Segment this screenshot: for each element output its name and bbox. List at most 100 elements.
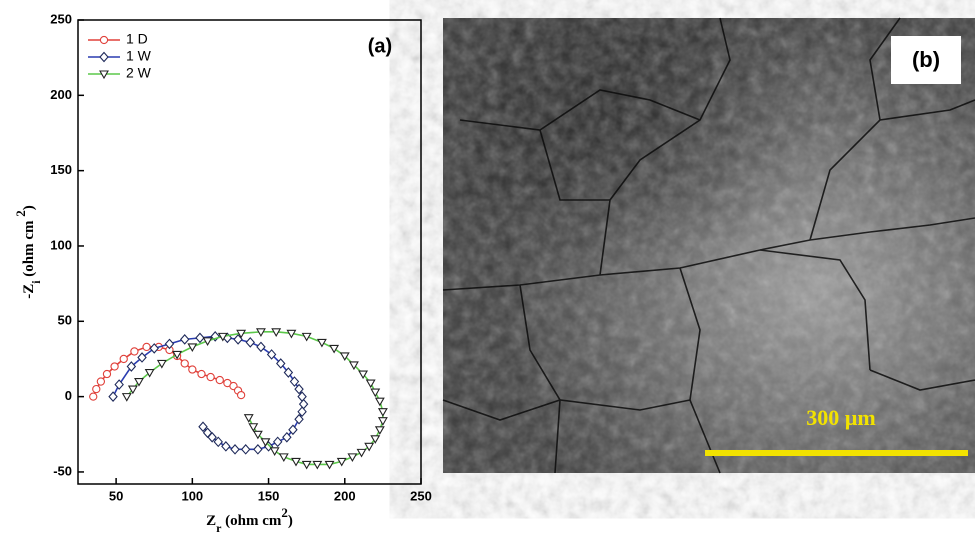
marker (114, 379, 124, 390)
marker (374, 397, 385, 407)
marker (230, 444, 240, 455)
axis-label-part: (ohm cm (221, 513, 281, 529)
marker (245, 337, 255, 348)
marker (348, 361, 359, 371)
marker (127, 385, 138, 395)
marker (89, 392, 98, 401)
y-tick-label: 100 (50, 237, 72, 252)
marker (256, 341, 266, 353)
marker (210, 331, 220, 342)
marker (294, 383, 304, 395)
marker (99, 70, 109, 80)
marker (172, 350, 183, 360)
marker (130, 347, 139, 356)
marker (297, 406, 307, 418)
marker (291, 457, 301, 467)
marker (217, 332, 228, 342)
y-tick-label: -50 (53, 463, 72, 478)
y-tick-label: 200 (50, 87, 72, 102)
marker (248, 423, 259, 432)
marker (283, 367, 294, 378)
marker (339, 352, 350, 362)
marker (324, 460, 335, 470)
marker (370, 435, 381, 444)
marker (99, 51, 109, 63)
marker (198, 421, 208, 433)
marker (236, 390, 246, 400)
marker (365, 379, 376, 389)
marker (288, 424, 298, 436)
marker (289, 376, 300, 387)
y-tick-label: 250 (50, 11, 72, 26)
marker (121, 393, 132, 402)
legend-label: 2 W (126, 65, 152, 81)
series (108, 331, 309, 455)
marker (149, 343, 159, 354)
y-tick-label: 150 (50, 162, 72, 177)
series-line (112, 335, 305, 451)
marker (370, 388, 381, 398)
marker (206, 372, 215, 382)
axis-label-part: (ohm cm (21, 217, 37, 281)
marker (187, 343, 198, 353)
marker (202, 337, 213, 346)
scale-bar-label: 300 µm (806, 405, 876, 430)
marker (240, 444, 251, 455)
marker (156, 359, 167, 369)
x-tick-label: 50 (109, 488, 123, 503)
axis-label-part: -Z (21, 284, 37, 299)
marker (215, 375, 224, 385)
marker (221, 441, 231, 452)
marker (188, 365, 197, 374)
marker (301, 460, 312, 470)
marker (282, 431, 292, 443)
plot-frame (77, 19, 422, 485)
marker (180, 359, 189, 368)
x-tick-label: 150 (258, 488, 280, 503)
marker (179, 334, 190, 345)
marker (126, 361, 137, 372)
panel-label: (a) (368, 35, 392, 57)
marker (276, 358, 286, 369)
marker (92, 384, 101, 394)
marker (260, 438, 271, 447)
marker (271, 328, 282, 337)
marker (374, 426, 385, 435)
marker (364, 442, 375, 452)
axis-label-part: 2 (281, 505, 288, 520)
series-line (126, 331, 384, 466)
marker (233, 334, 243, 345)
marker (144, 368, 155, 378)
marker (356, 448, 367, 458)
y-axis-label: -Zi (ohm cm 2) (13, 205, 42, 299)
panel-label-box (891, 36, 961, 84)
x-tick-label: 250 (410, 488, 432, 503)
marker (252, 430, 263, 440)
y-tick-label: 0 (65, 388, 72, 403)
cracks (442, 17, 975, 474)
marker (269, 447, 280, 456)
marker (96, 377, 106, 386)
marker (278, 453, 289, 462)
axis-label-part: ) (21, 205, 37, 210)
marker (195, 332, 205, 344)
legend-label: 1 D (126, 31, 148, 47)
sem-image: (b) 300 µm (442, 17, 975, 474)
marker (99, 35, 109, 45)
marker (298, 398, 309, 410)
x-tick-label: 200 (334, 488, 356, 503)
marker (213, 436, 223, 448)
series-line (92, 346, 242, 397)
marker (142, 342, 151, 352)
marker (266, 349, 277, 360)
marker (236, 329, 247, 339)
marker (329, 344, 340, 354)
axis-label-part: r (216, 521, 222, 534)
marker (377, 417, 388, 426)
x-axis-label: Zr (ohm cm2) (206, 505, 293, 534)
marker (202, 427, 213, 439)
marker (336, 457, 347, 467)
marker (301, 332, 312, 342)
y-tick-label: 50 (58, 313, 72, 328)
axis-label-part: i (29, 280, 43, 284)
